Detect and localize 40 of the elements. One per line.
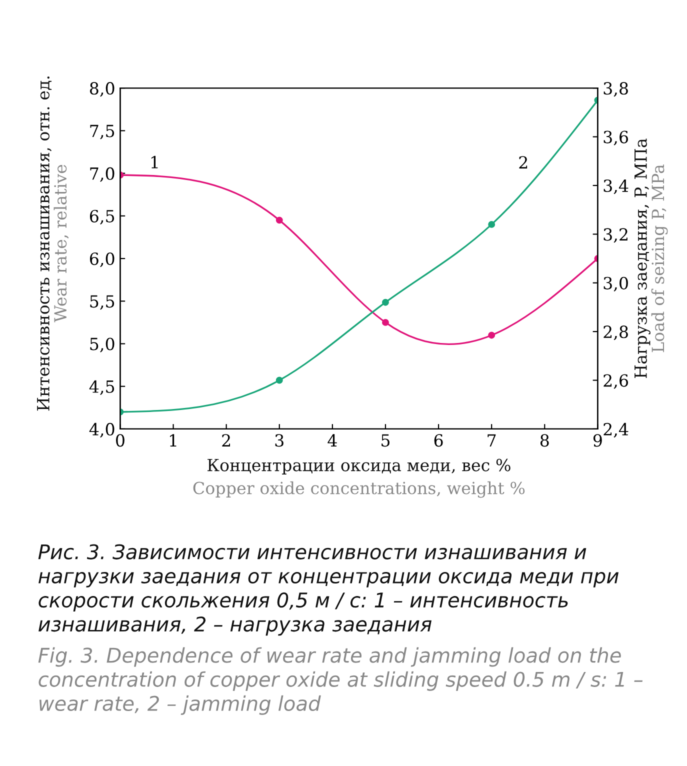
y-tick-label: 6,0 [90, 252, 114, 268]
point [276, 376, 283, 384]
x-tick-label: 6 [434, 434, 443, 447]
x-tick-label: 8 [540, 434, 549, 447]
caption: Fig. 3. Dependence of wear rate and jamming load on the concentration of copper oxide at sliding speed 0.5 m / s: 1 – wear rate, 2 – jamming load [38, 647, 643, 715]
y2-tick-label: 2,8 [604, 326, 628, 340]
point [488, 220, 496, 228]
x-tick-label: 9 [593, 434, 602, 447]
x-tick-label: 4 [328, 434, 337, 446]
y-tick-label: 7,0 [90, 167, 114, 182]
y-tick-label: 5,0 [90, 338, 114, 352]
y2-tick-label: 3,8 [604, 82, 628, 97]
x-tick-label: 3 [275, 434, 284, 447]
x-tick-label: 1 [170, 434, 176, 446]
y-tick-label: 4,0 [89, 422, 114, 438]
y-tick-label: 6,5 [90, 210, 114, 225]
point [382, 298, 389, 306]
y2-tick-label: 3,6 [604, 130, 628, 146]
y2-tick-label: 3,2 [604, 228, 628, 243]
y2-tick-label: 2,6 [604, 374, 628, 389]
y2-tick-label: 3,0 [604, 276, 628, 292]
x-tick-label: 7 [488, 434, 496, 446]
x-axis-title: Концентрации оксида меди, вес % Copper oxide concentrations, weight % [193, 458, 525, 498]
text: Рис. 3. Зависимости интенсивности изнашивания и нагрузки заедания от концентрации оксида меди при скорости скольжения 0,5 м / с: 1 – интенсивность изнашивания, 2 – нагрузка заедания [38, 544, 619, 636]
y-tick-label: 7,5 [90, 124, 114, 140]
y2-tick-label: 2,4 [604, 422, 628, 438]
y-axis-title: Интенсивность изнашивания, отн. ед. Wear rate, relative [37, 76, 69, 411]
series-label: 1 [151, 156, 158, 168]
y2-tick-label: 3,4 [604, 179, 628, 194]
y-tick-label: 8,0 [90, 82, 114, 97]
x-tick-label: 2 [222, 434, 230, 446]
y-tick-label: 4,5 [89, 380, 114, 395]
x-tick-label: 5 [382, 434, 390, 447]
point [382, 318, 389, 326]
point [488, 332, 496, 339]
y2-axis-title: Нагрузка заедания, P, МПа Load of seizing P, MPa [634, 138, 668, 378]
series-label: 2 [519, 156, 528, 168]
x-tick-label: 0 [116, 434, 124, 447]
y-tick-label: 5,5 [90, 295, 114, 310]
point [276, 216, 283, 224]
